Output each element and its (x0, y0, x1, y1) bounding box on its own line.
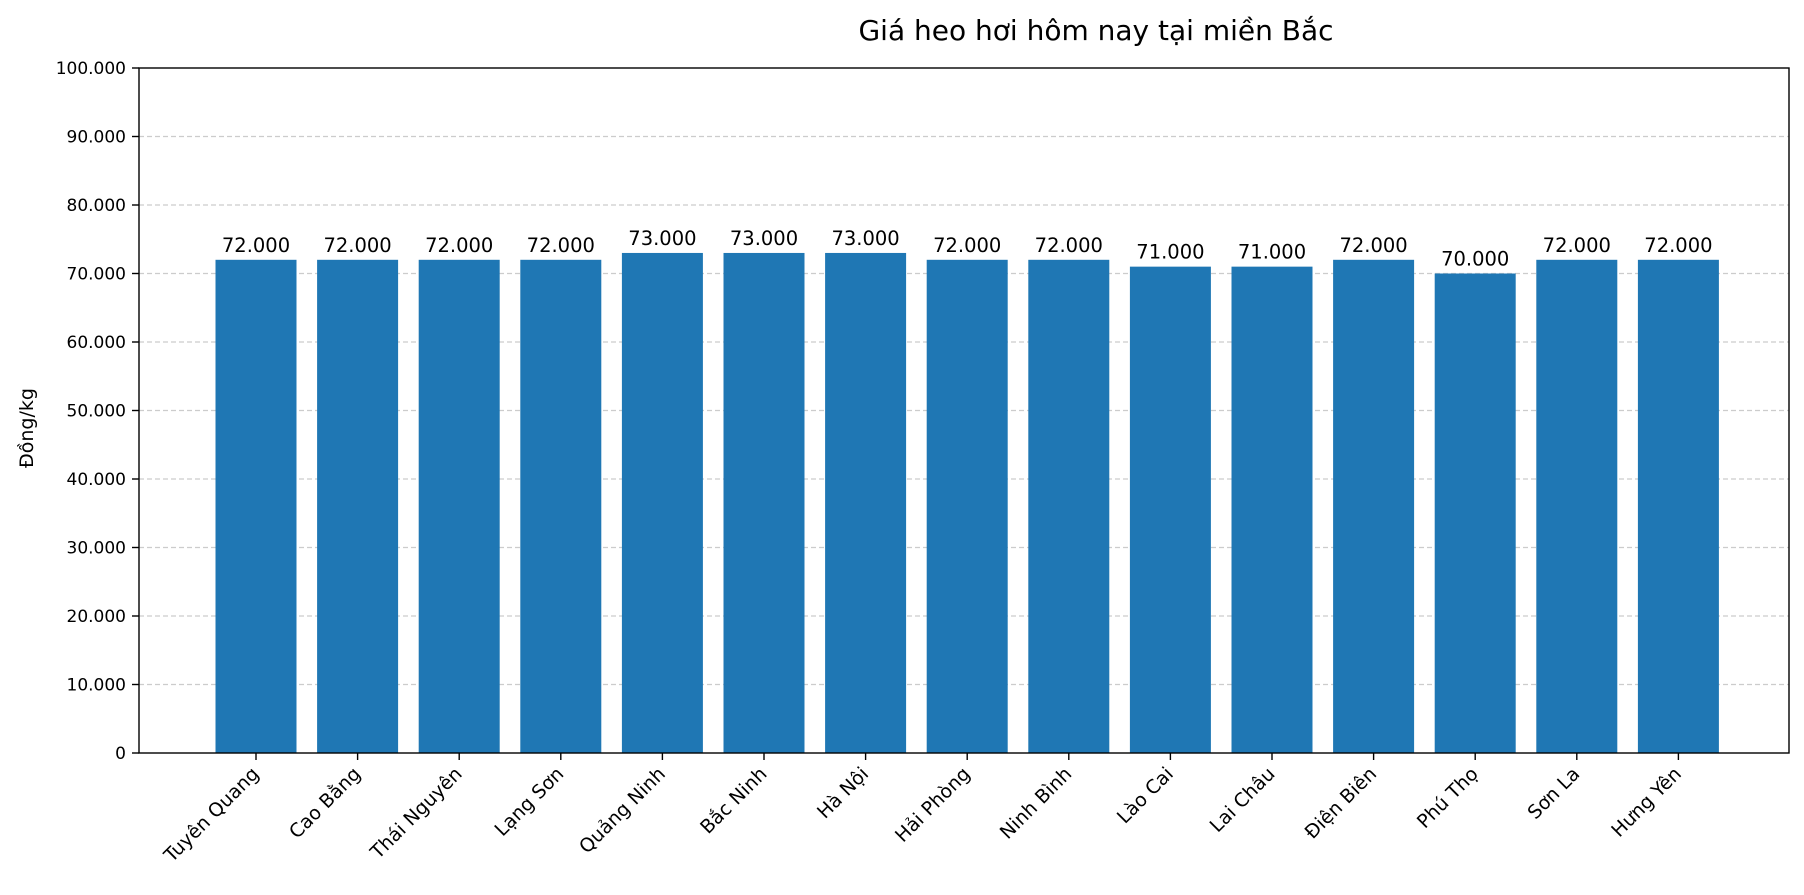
bar (1231, 266, 1313, 753)
bar (1333, 259, 1415, 753)
x-tick-label: Cao Bằng (284, 762, 365, 843)
x-tick-label: Ninh Bình (996, 763, 1077, 844)
x-axis-ticks: Tuyên Quang Cao Bằng Thái Nguyên Lạng Sơn Qu… (159, 753, 1686, 867)
bar (317, 259, 399, 753)
y-axis-label: Đồng/kg (16, 388, 38, 468)
x-tick-label: Thái Nguyên (366, 763, 467, 864)
data-label: 73.000 (831, 227, 899, 250)
data-label: 73.000 (628, 227, 696, 250)
x-tick-label: Lạng Sơn (490, 763, 568, 841)
y-tick-label: 30.000 (67, 539, 126, 559)
chart-title: Giá heo hơi hôm nay tại miền Bắc (858, 14, 1333, 47)
bar (215, 259, 297, 753)
x-tick-label: Bắc Ninh (695, 762, 771, 838)
y-tick-label: 20.000 (67, 607, 126, 627)
x-tick-label: Phú Thọ (1413, 763, 1483, 833)
bar (1434, 273, 1516, 753)
y-tick-label: 60.000 (67, 333, 126, 353)
x-tick-label: Sơn La (1524, 763, 1585, 824)
y-tick-label: 70.000 (67, 265, 126, 285)
y-axis-ticks: 0 10.000 20.000 30.000 40.000 50.000 60.000 70.… (56, 59, 139, 764)
data-label: 72.000 (933, 234, 1001, 257)
bar (926, 259, 1008, 753)
x-tick-label: Hưng Yên (1607, 763, 1686, 842)
x-tick-label: Lào Cai (1113, 763, 1178, 828)
data-label: 72.000 (1339, 234, 1407, 257)
data-label: 71.000 (1136, 241, 1204, 264)
x-tick-label: Tuyên Quang (159, 763, 263, 867)
data-label: 72.000 (222, 234, 290, 257)
data-label: 72.000 (527, 234, 595, 257)
x-tick-label: Quảng Ninh (575, 763, 670, 858)
bar (418, 259, 500, 753)
y-tick-label: 80.000 (67, 196, 126, 216)
data-label: 72.000 (1543, 234, 1611, 257)
bar (1637, 259, 1719, 753)
bar (723, 252, 805, 753)
bar (1028, 259, 1110, 753)
data-label: 72.000 (1035, 234, 1103, 257)
bar (825, 252, 907, 753)
bar (1129, 266, 1211, 753)
bar (1536, 259, 1618, 753)
x-tick-label: Hà Nội (813, 763, 873, 823)
x-tick-label: Hải Phòng (891, 763, 975, 847)
data-label: 72.000 (425, 234, 493, 257)
data-label: 72.000 (323, 234, 391, 257)
x-tick-label: Điện Biên (1301, 763, 1381, 843)
y-tick-label: 90.000 (67, 128, 126, 148)
data-labels: 72.000 72.000 72.000 72.000 73.000 73.000 73.0… (222, 227, 1713, 271)
data-label: 73.000 (730, 227, 798, 250)
y-tick-label: 0 (115, 744, 126, 764)
y-tick-label: 10.000 (67, 676, 126, 696)
data-label: 70.000 (1441, 248, 1509, 271)
bars (215, 252, 1719, 753)
bar (621, 252, 703, 753)
y-tick-label: 100.000 (56, 59, 126, 79)
x-tick-label: Lai Châu (1206, 763, 1280, 837)
data-label: 72.000 (1644, 234, 1712, 257)
y-tick-label: 50.000 (67, 402, 126, 422)
data-label: 71.000 (1238, 241, 1306, 264)
y-tick-label: 40.000 (67, 470, 126, 490)
bar (520, 259, 602, 753)
